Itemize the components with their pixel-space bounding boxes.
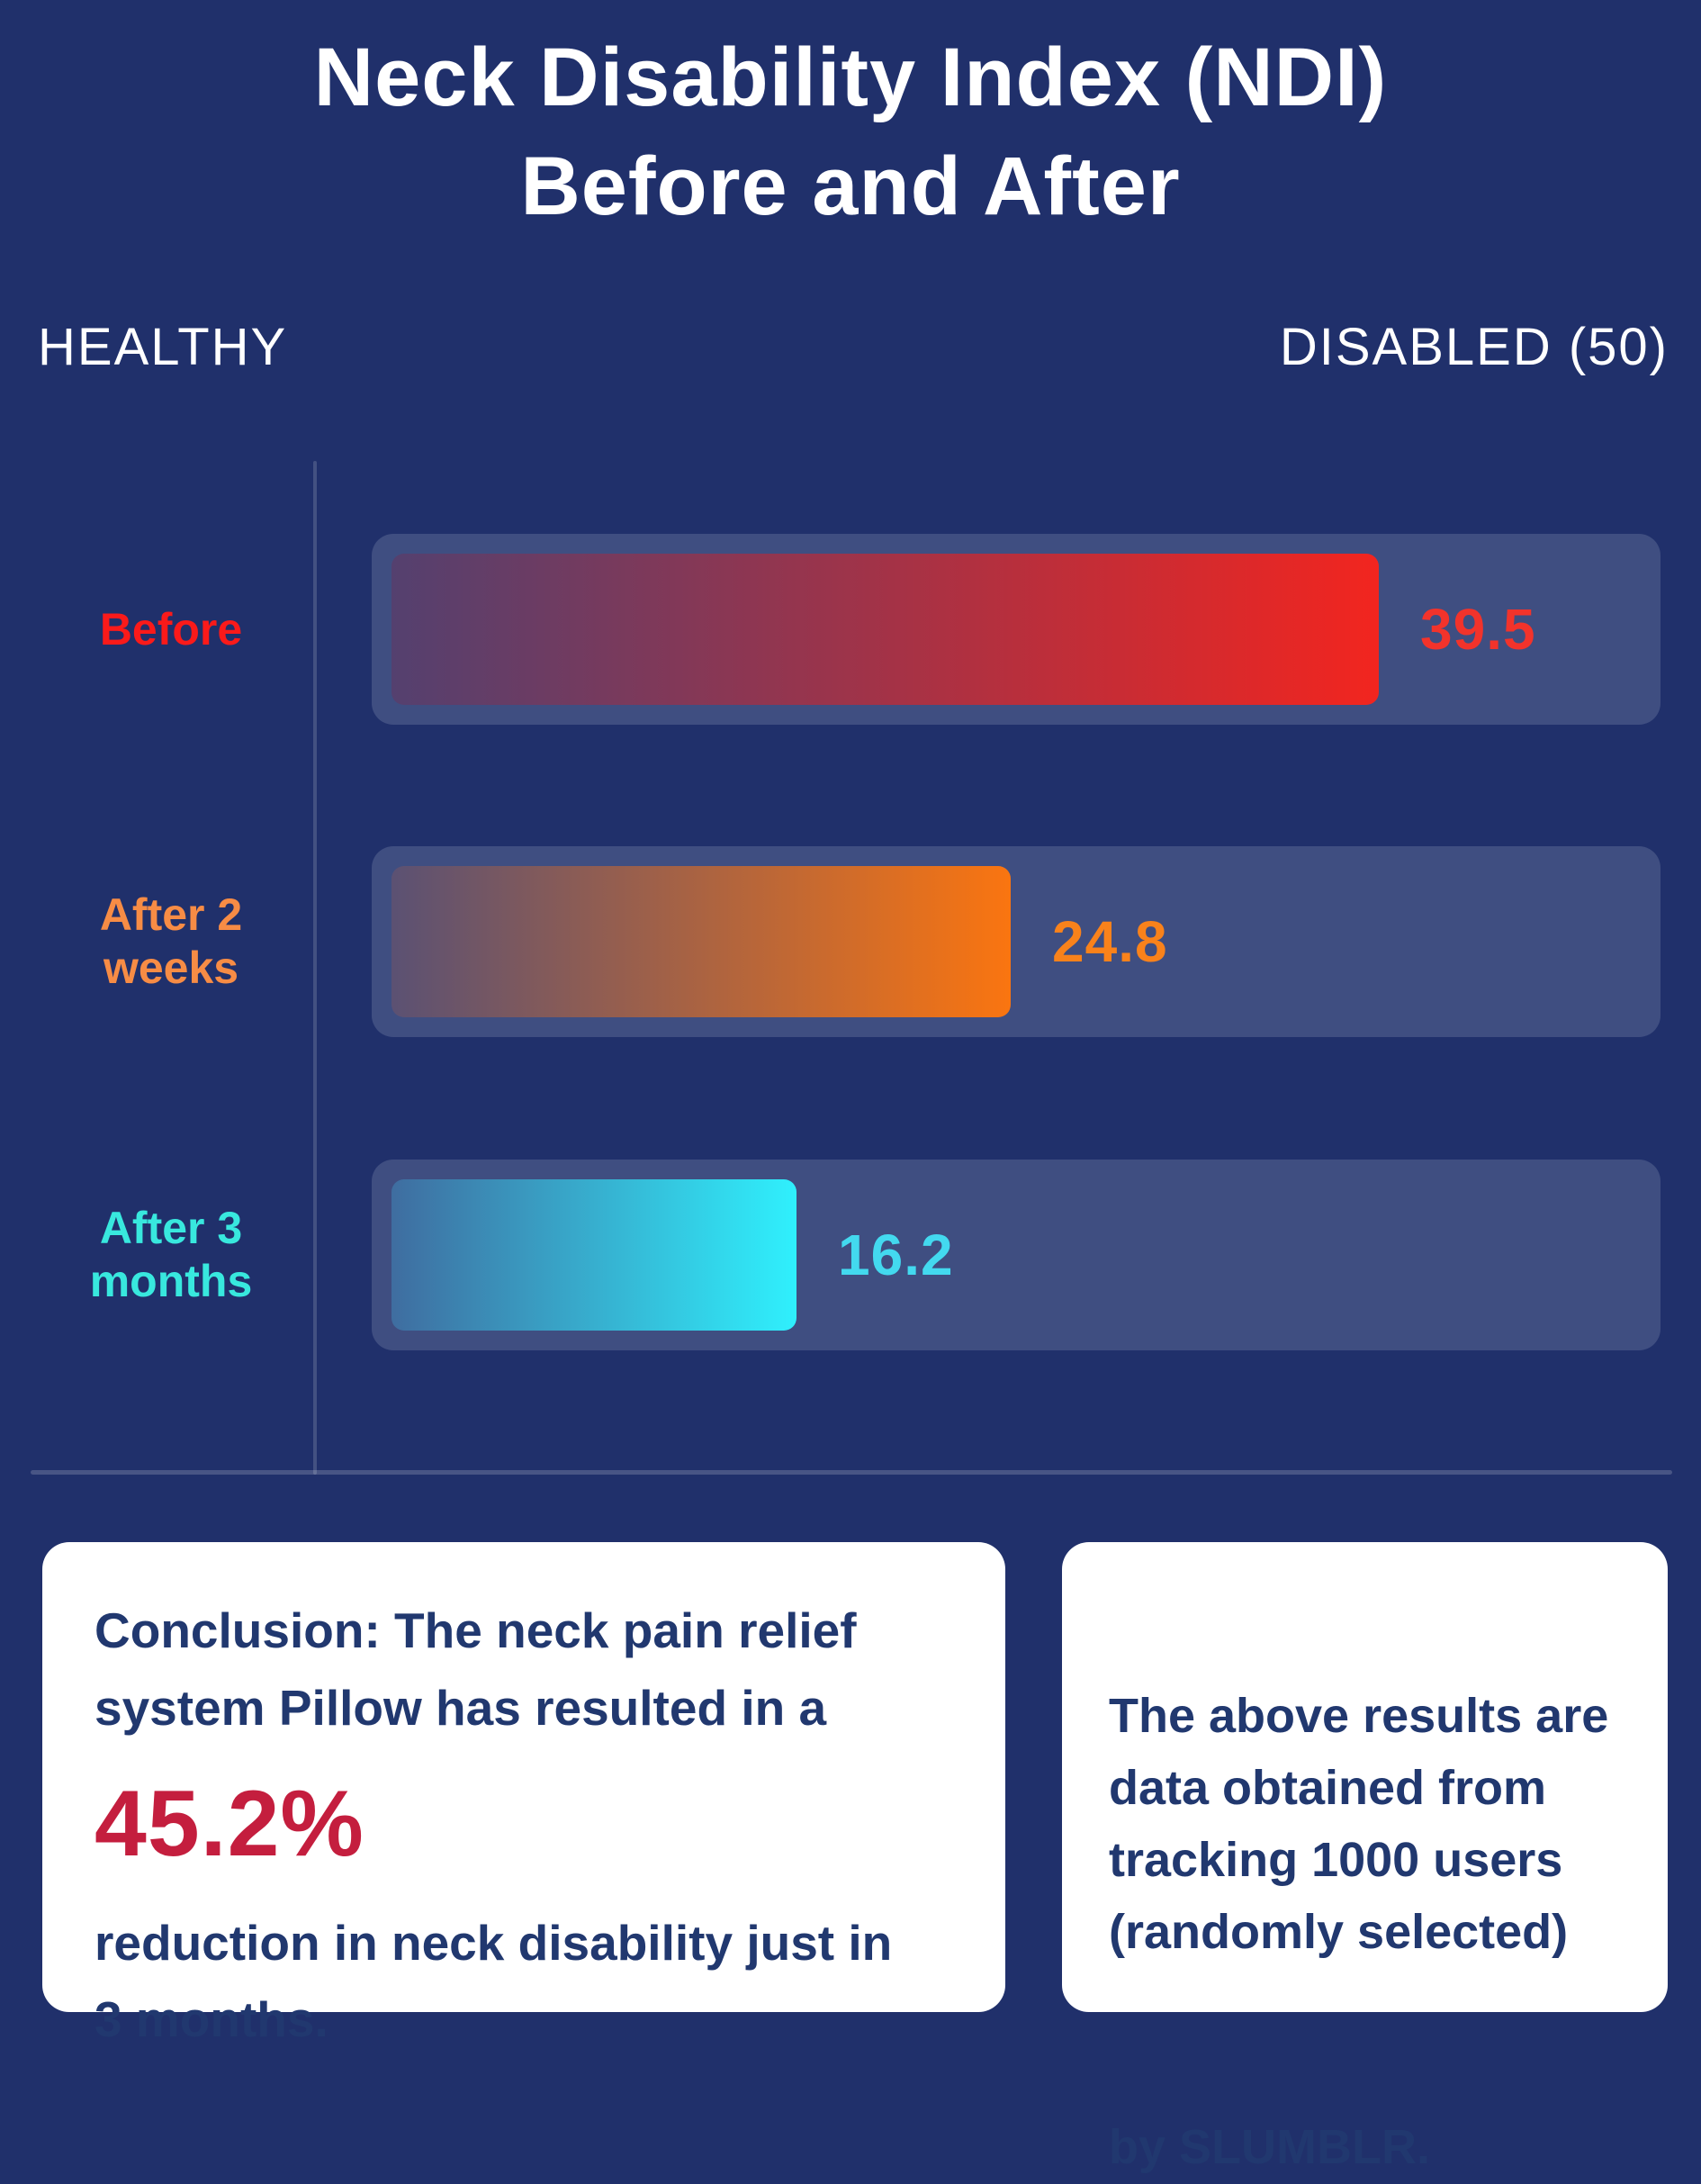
source-card: The above results are data obtained from… bbox=[1062, 1542, 1668, 2174]
bar-fill-before bbox=[392, 554, 1379, 705]
conclusion-outro-text: reduction in neck disability just in 3 m… bbox=[94, 1914, 893, 2048]
axis-header: HEALTHY DISABLED (50) bbox=[38, 317, 1669, 377]
conclusion-card: Conclusion: The neck pain relief system … bbox=[42, 1542, 1005, 2047]
source-text-lines: The above results are data obtained from… bbox=[1109, 1688, 1609, 1959]
source-text: The above results are data obtained from… bbox=[1109, 1609, 1621, 2184]
bar-fill-after-2-weeks bbox=[392, 866, 1011, 1017]
bar-row-before: Before 39.5 bbox=[0, 534, 1701, 725]
bar-value-after-2-weeks: 24.8 bbox=[1052, 909, 1168, 974]
bar-value-before: 39.5 bbox=[1420, 597, 1536, 662]
source-by-label: by bbox=[1109, 2120, 1180, 2175]
page-title: Neck Disability Index (NDI) Before and A… bbox=[313, 32, 1388, 233]
bar-value-after-3-months: 16.2 bbox=[838, 1223, 954, 1287]
axis-label-healthy: HEALTHY bbox=[38, 318, 288, 376]
axis-label-disabled: DISABLED (50) bbox=[1279, 318, 1669, 376]
bar-label-after-3-months: After 3 months bbox=[89, 1203, 253, 1306]
conclusion-intro-text: Conclusion: The neck pain relief system … bbox=[94, 1602, 857, 1736]
bar-label-after-2-weeks: After 2 weeks bbox=[99, 889, 243, 993]
bar-row-after-3-months: After 3 months 16.2 bbox=[0, 1160, 1701, 1350]
bar-row-after-2-weeks: After 2 weeks 24.8 bbox=[0, 846, 1701, 1037]
brand-name: SLUMBLR. bbox=[1179, 2120, 1430, 2175]
bar-label-before: Before bbox=[99, 603, 243, 654]
bar-fill-after-3-months bbox=[392, 1179, 796, 1331]
x-axis-line bbox=[31, 1470, 1672, 1475]
conclusion-highlight-percentage: 45.2% bbox=[94, 1771, 364, 1876]
y-axis-line bbox=[313, 461, 317, 1475]
